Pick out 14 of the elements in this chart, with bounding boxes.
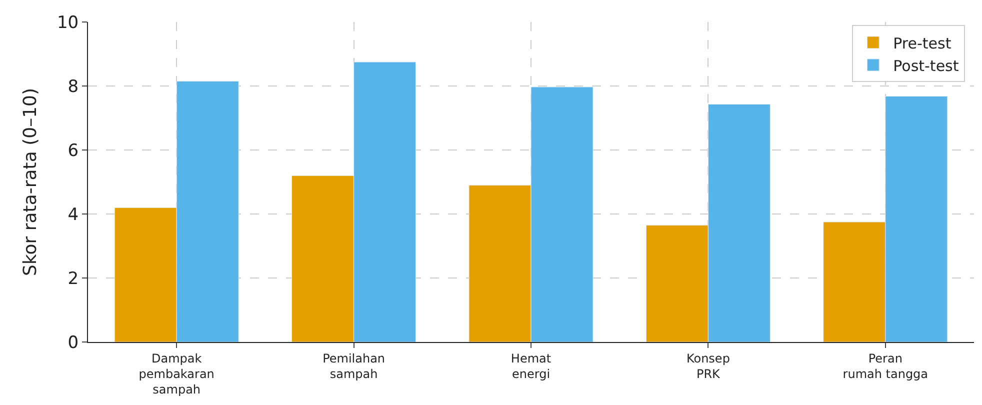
legend-label: Post-test [893,56,959,75]
legend-label: Pre-test [893,34,952,52]
x-tick-label: Hemat energi [510,351,552,381]
x-tick-label: Konsep PRK [686,351,730,381]
y-tick-label: 4 [68,204,79,225]
x-tick-label: Dampak pembakaran sampah [138,351,214,397]
y-tick-label: 2 [68,268,79,289]
y-axis-title: Skor rata-rata (0–10) [20,88,42,276]
y-tick-label: 10 [56,12,79,33]
x-tick-label: Peran rumah tangga [842,351,928,381]
y-tick-label: 0 [68,332,79,353]
x-tick-label: Pemilahan sampah [322,351,386,381]
y-tick-label: 8 [68,76,79,97]
y-tick-label: 6 [68,140,79,161]
